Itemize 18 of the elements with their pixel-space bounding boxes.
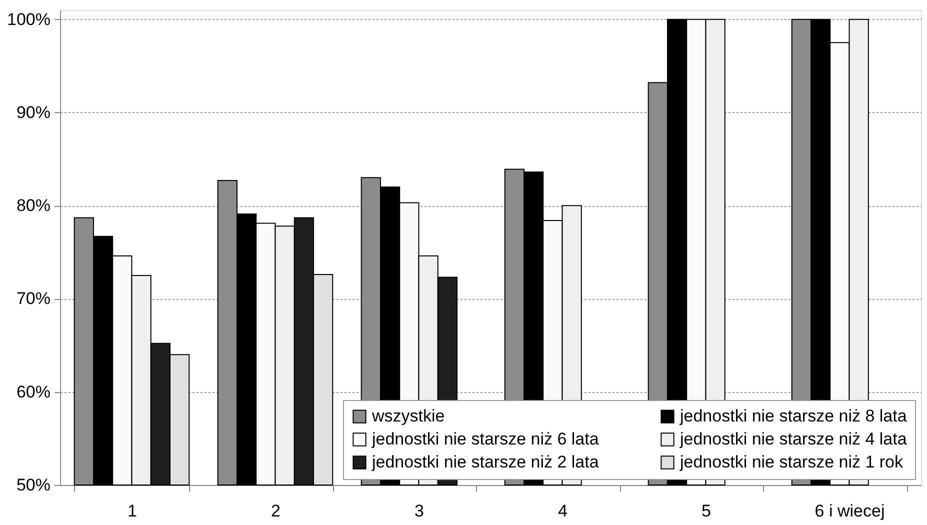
y-tick-label: 80% — [16, 196, 50, 216]
y-tick-label: 60% — [16, 382, 50, 402]
legend-label: jednostki nie starsze niż 6 lata — [371, 430, 600, 448]
x-tick-label: 2 — [271, 502, 280, 520]
legend-label: wszystkie — [371, 406, 445, 426]
x-tick-label: 4 — [558, 502, 568, 520]
legend-label: jednostki nie starsze niż 2 lata — [371, 452, 600, 472]
y-tick-label: 100% — [7, 10, 50, 29]
x-tick-label: 3 — [414, 502, 424, 520]
x-tick-label: 5 — [702, 502, 711, 520]
legend-label: jednostki nie starsze niż 4 lata — [679, 430, 908, 448]
legend-label: jednostki nie starsze niż 1 rok — [679, 452, 904, 472]
x-tick-label: 1 — [128, 502, 137, 520]
x-tick-label: 6 i wiecej — [814, 502, 885, 520]
y-tick-label: 50% — [16, 476, 50, 494]
y-tick-label: 90% — [16, 102, 50, 122]
y-tick-label: 70% — [16, 289, 50, 308]
legend-label: jednostki nie starsze niż 8 lata — [679, 406, 908, 426]
